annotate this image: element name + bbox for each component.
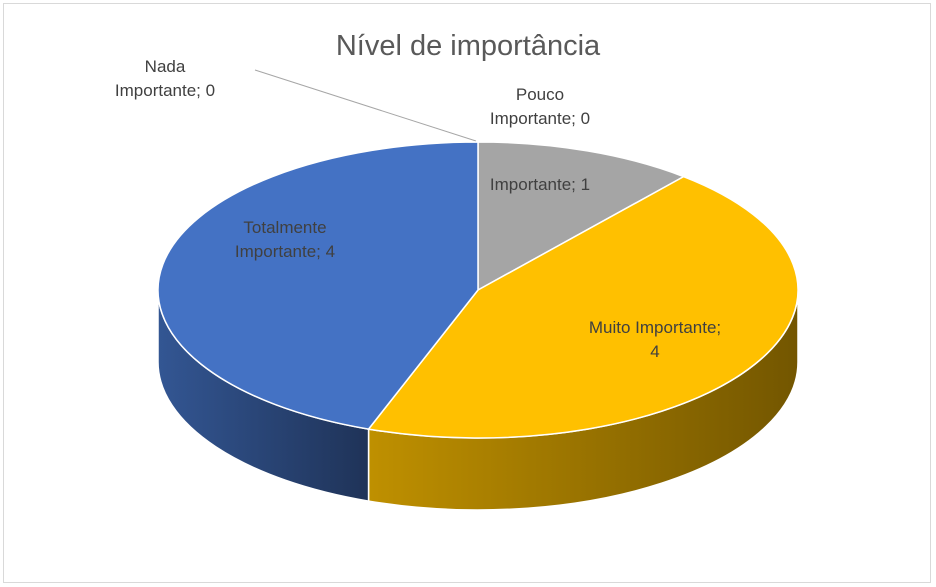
data-label: Nada Importante; 0 [114,57,216,100]
slice [367,175,799,439]
data-label: Muito Importante; 4 [588,318,722,361]
slice [477,141,686,292]
leader-line [254,69,477,142]
data-label: Pouco Importante; 0 [489,85,591,128]
data-label: Totalmente Importante; 4 [234,218,336,261]
data-label: Importante; 1 [489,175,591,194]
chart-title: Nível de importância [335,30,601,62]
chart-frame [3,3,931,583]
slice [157,141,479,430]
